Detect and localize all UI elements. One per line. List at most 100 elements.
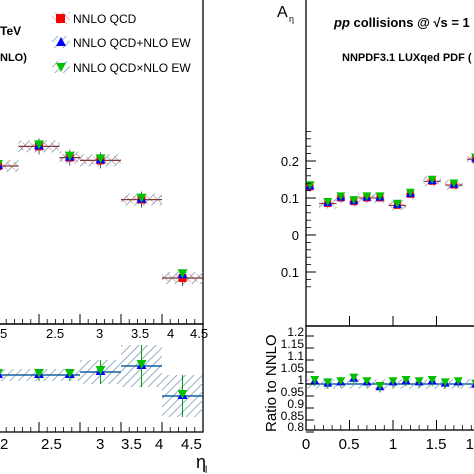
right-ratio-point-nnlo-qcd-x-nlo-ew	[401, 376, 411, 385]
right-pdf-label: NNPDF3.1 LUXqed PDF (	[342, 52, 472, 64]
legend-entry-nnlo-qcd: NNLO QCD	[52, 12, 137, 26]
left-xlabel-sub: l	[205, 465, 207, 474]
left-xlabel-eta: η	[196, 452, 206, 472]
right-ytick: 0	[292, 228, 299, 243]
right-ylabel-sub: η	[289, 14, 294, 24]
left-main-point-nnlo-qcd-x-nlo-ew	[34, 140, 44, 150]
right-main-point-nnlo-qcd-x-nlo-ew	[392, 199, 402, 208]
left-ratio-xtick-labels: 2 2.5 3 3.5 4 4.5	[0, 436, 202, 453]
left-main-panel	[0, 0, 204, 325]
right-xtick-partial: 1	[466, 436, 474, 453]
legend-marker-square	[56, 14, 65, 23]
right-xtick: 1.5	[426, 436, 447, 453]
left-ratio-point-nnlo-qcd-x-nlo-ew	[177, 390, 188, 399]
right-main-point-nnlo-qcd-x-nlo-ew	[471, 153, 474, 159]
right-ratio-point-nnlo-qcd-x-nlo-ew	[323, 378, 333, 387]
left-ratio-ticks	[5, 422, 204, 432]
right-ratio-ytick: 0.85	[281, 409, 305, 423]
right-main-point-nnlo-qcd-x-nlo-ew	[362, 192, 372, 201]
right-header-pp: pp	[333, 15, 350, 30]
right-ratio-point-nnlo-qcd-x-nlo-ew	[471, 379, 474, 385]
legend-label-nnlo-qcd: NNLO QCD	[73, 12, 137, 26]
right-main-point-nnlo-qcd-x-nlo-ew	[449, 179, 459, 188]
right-ratio-ytick: 1.2	[287, 325, 304, 339]
right-ytick: 0.1	[281, 265, 299, 280]
right-main-point-nnlo-qcd-x-nlo-ew	[427, 175, 437, 184]
right-main-point-nnlo-qcd-x-nlo-ew	[349, 196, 359, 205]
legend-entry-nnlo-qcd-nlo-ew: NNLO QCD+NLO EW	[52, 36, 191, 50]
left-main-xtick: 4	[167, 326, 174, 341]
right-ratio-ylabel: Ratio to NNLO	[263, 334, 280, 432]
left-main-point-nnlo-qcd-x-nlo-ew	[136, 193, 147, 203]
right-ratio-frame	[305, 325, 474, 431]
left-ratio-panel	[0, 323, 204, 433]
left-ratio-marks	[0, 345, 203, 417]
left-main-point-nnlo-qcd-x-nlo-ew	[95, 154, 106, 164]
right-main-point-nnlo-qcd-x-nlo-ew	[375, 192, 385, 201]
right-main-marks	[305, 153, 474, 211]
right-main-point-nnlo-qcd-x-nlo-ew	[405, 188, 415, 197]
left-main-xtick: 3	[96, 326, 103, 341]
left-main-marks	[0, 138, 203, 286]
left-main-point-nnlo-qcd-nlo-ew	[0, 163, 3, 169]
right-ytick: 0.1	[281, 191, 299, 206]
left-ratio-xtick: 4	[155, 436, 163, 453]
left-main-xtick: 3.5	[131, 326, 149, 341]
right-main-point-nnlo-qcd-nlo-ew	[471, 156, 474, 162]
right-ratio-point-nnlo-qcd-x-nlo-ew	[349, 373, 359, 382]
left-ratio-xtick: 3	[96, 436, 104, 453]
left-ratio-xtick: 3.5	[121, 436, 142, 453]
left-ratio-point-nnlo-qcd-x-nlo-ew	[136, 360, 147, 369]
right-ratio-point-nnlo-qcd-x-nlo-ew	[453, 377, 463, 386]
right-ratio-point-nnlo-qcd-x-nlo-ew	[414, 377, 424, 386]
right-main-panel	[305, 0, 474, 327]
left-ratio-point-nnlo-qcd-x-nlo-ew	[64, 369, 75, 378]
right-ratio-panel	[305, 325, 474, 433]
right-ratio-ytick: 0.9	[287, 397, 304, 411]
right-main-ytick-labels: 0.2 0.1 0 0.1	[281, 154, 299, 280]
right-ylabel: A η	[277, 4, 294, 24]
left-ratio-point-nnlo-qcd-nlo-ew	[0, 372, 3, 378]
legend-label-nnlo-qcd-nlo-ew: NNLO QCD+NLO EW	[73, 36, 191, 50]
legend-entry-nnlo-qcd-x-nlo-ew: NNLO QCD×NLO EW	[52, 61, 191, 75]
left-legend: NNLO QCD NNLO QCD+NLO EW NNLO QCD×NLO EW	[52, 12, 191, 75]
right-main-frame	[305, 0, 474, 327]
left-ratio-xtick: 4.5	[181, 436, 202, 453]
right-ratio-point-nnlo-qcd-x-nlo-ew	[427, 376, 437, 385]
left-main-point-nnlo-qcd-x-nlo-ew	[0, 160, 3, 166]
right-ratio-point-nnlo-qcd-nlo-ew	[471, 382, 474, 388]
left-partial-label-tev: TeV	[0, 24, 21, 38]
right-main-ticks	[305, 130, 437, 326]
right-ratio-ytick-labels: 1.2 1.15 1.1 1.05 1 0.95 0.9 0.85 0.8	[281, 325, 305, 434]
right-header-sqrt: √s = 1	[433, 15, 469, 30]
left-main-xtick-partial: 5	[0, 326, 7, 341]
legend-label-nnlo-qcd-x-nlo-ew: NNLO QCD×NLO EW	[73, 61, 191, 75]
left-main-point-nnlo-qcd-x-nlo-ew	[64, 151, 75, 161]
right-xtick: 1	[389, 436, 397, 453]
left-xlabel: η l	[196, 452, 207, 474]
left-ratio-point-nnlo-qcd-x-nlo-ew	[0, 369, 3, 375]
left-partial-label-nlo: NLO)	[0, 52, 27, 64]
right-main-point-nnlo-qcd-x-nlo-ew	[323, 197, 333, 207]
right-ratio-ytick: 0.8	[287, 420, 304, 434]
left-main-point-nnlo-qcd-x-nlo-ew	[177, 269, 188, 279]
right-ratio-point-nnlo-qcd-x-nlo-ew	[362, 377, 372, 386]
right-xtick: 0	[302, 436, 310, 453]
right-xtick: 0.5	[339, 436, 360, 453]
left-ratio-xtick: 2.5	[41, 436, 62, 453]
right-ratio-point-nnlo-qcd-x-nlo-ew	[388, 377, 398, 386]
right-ratio-ytick: 1.05	[281, 361, 305, 375]
left-main-ticks	[5, 314, 204, 324]
left-ratio-point-nnlo-qcd-x-nlo-ew	[34, 369, 44, 378]
right-ratio-ytick: 1	[297, 373, 304, 387]
right-main-point-nnlo-qcd-x-nlo-ew	[336, 192, 346, 201]
right-ratio-ytick: 1.15	[281, 337, 305, 351]
left-main-xtick: 4.5	[190, 326, 208, 341]
right-ratio-marks	[306, 373, 474, 393]
left-main-xtick-labels: 5 2.5 3 3.5 4 4.5	[0, 326, 208, 341]
right-header-rest: collisions @	[350, 15, 433, 30]
right-xtick-labels: 0 0.5 1 1.5 1	[302, 436, 474, 453]
right-ratio-point-nnlo-qcd-x-nlo-ew	[440, 378, 450, 387]
left-main-xtick: 2.5	[46, 326, 64, 341]
right-ratio-point-nnlo-qcd-x-nlo-ew	[336, 377, 346, 386]
